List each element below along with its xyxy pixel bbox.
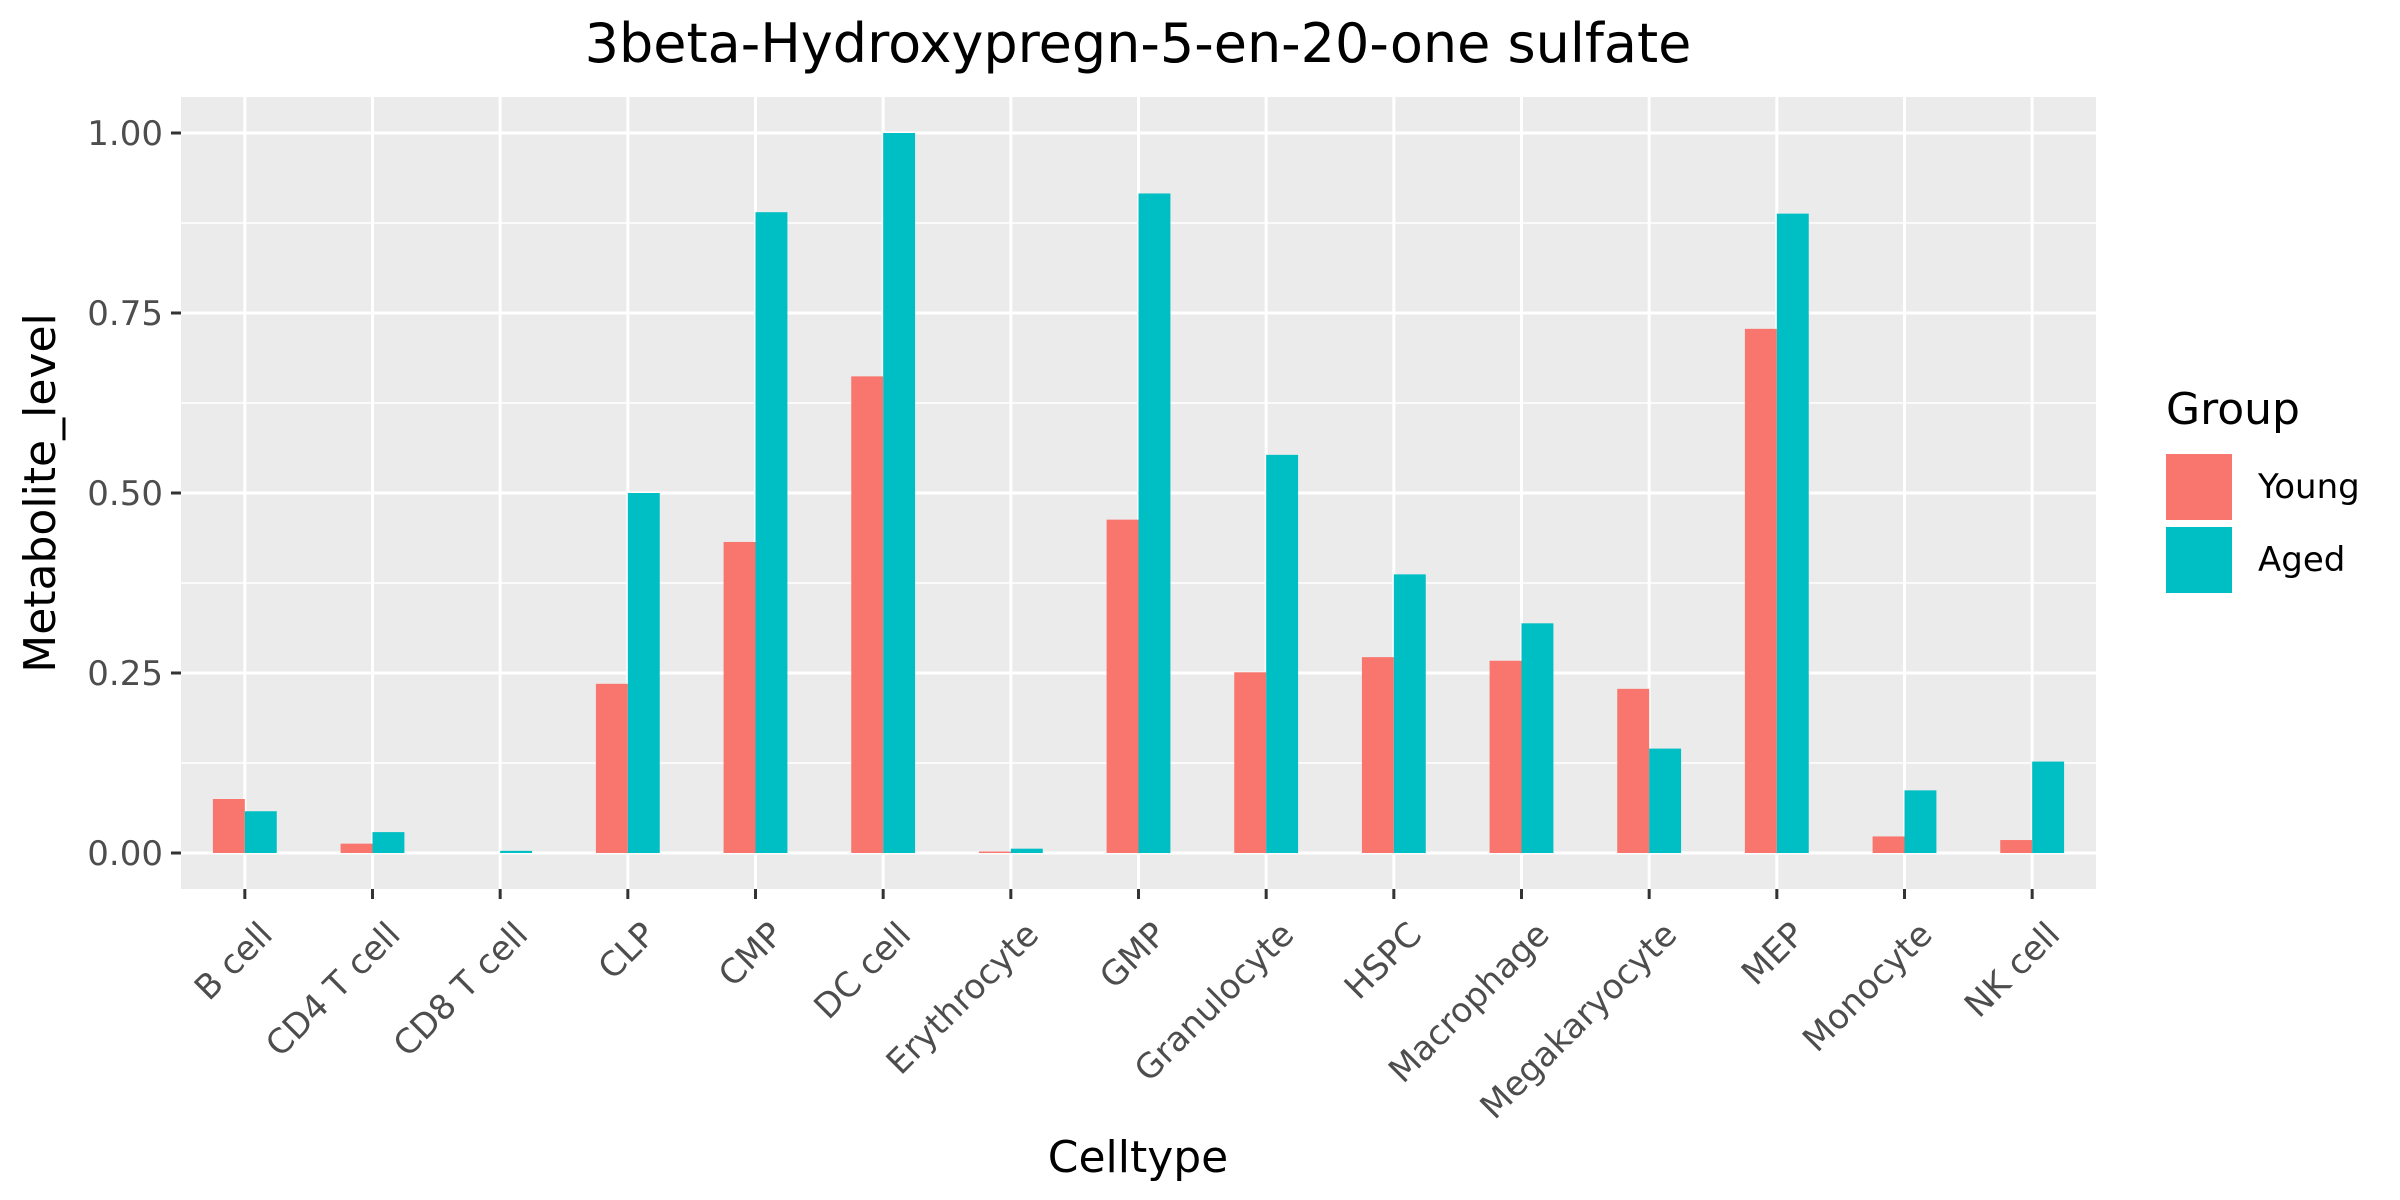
bar-young-megakaryocyte [1617,688,1650,853]
legend-key-aged [2166,527,2232,593]
bar-young-nk-cell [2000,840,2033,853]
x-tick-label: DC cell [806,915,919,1028]
bar-aged-macrophage [1521,623,1554,853]
x-tick-label: CD8 T cell [386,915,536,1065]
bar-young-hspc [1361,657,1394,853]
x-tick-label: Monocyte [1795,915,1940,1060]
y-axis-title: Metabolite_level [15,313,66,673]
bar-aged-cmp [755,212,788,853]
legend-key-young [2166,454,2232,520]
bar-aged-megakaryocyte [1649,748,1682,853]
chart-title: 3beta-Hydroxypregn-5-en-20-one sulfate [585,12,1692,75]
x-tick-label: B cell [187,915,281,1009]
bar-aged-granulocyte [1266,454,1299,853]
y-axis: 0.00 0.25 0.50 0.75 1.00 [87,114,181,874]
bar-young-gmp [1106,519,1139,853]
legend-title: Group [2166,384,2300,435]
x-tick-label: CD4 T cell [258,915,408,1065]
y-tick-label: 0.25 [87,654,163,694]
bar-aged-monocyte [1904,790,1937,853]
bar-young-mep [1744,328,1777,854]
bar-aged-cd4-t-cell [372,832,405,853]
bar-young-erythrocyte [978,851,1011,853]
bar-young-dc-cell [851,376,884,853]
bar-young-monocyte [1872,836,1905,853]
x-tick-label: MEP [1734,915,1813,994]
legend-label-young: Young [2257,467,2360,507]
bar-aged-mep [1776,213,1809,853]
bar-aged-b-cell [244,811,277,853]
bar-aged-hspc [1393,574,1426,853]
x-tick-label: NK cell [1957,915,2068,1026]
y-tick-label: 0.00 [87,834,163,874]
x-tick-label: GMP [1092,915,1174,997]
x-axis-title: Celltype [1048,1132,1229,1183]
x-tick-label: CLP [591,915,664,988]
bar-young-b-cell [212,799,245,853]
legend: Group Young Aged [2166,384,2360,593]
y-tick-label: 0.50 [87,474,163,514]
bar-aged-erythrocyte [1010,848,1043,853]
y-tick-label: 1.00 [87,114,163,154]
bar-young-macrophage [1489,660,1522,853]
bar-young-clp [595,683,628,853]
bar-young-granulocyte [1234,672,1267,853]
bar-aged-cd8-t-cell [500,850,533,853]
x-tick-label: CMP [711,915,791,995]
bar-aged-clp [627,493,660,853]
x-tick-label: HSPC [1337,915,1430,1008]
legend-label-aged: Aged [2258,540,2345,580]
bar-aged-gmp [1138,193,1171,854]
bar-aged-dc-cell [883,133,916,853]
bars [212,133,2065,854]
y-tick-label: 0.75 [87,294,163,334]
bar-young-cmp [723,541,756,853]
bar-aged-nk-cell [2032,761,2065,853]
bar-young-cd4-t-cell [340,843,373,853]
